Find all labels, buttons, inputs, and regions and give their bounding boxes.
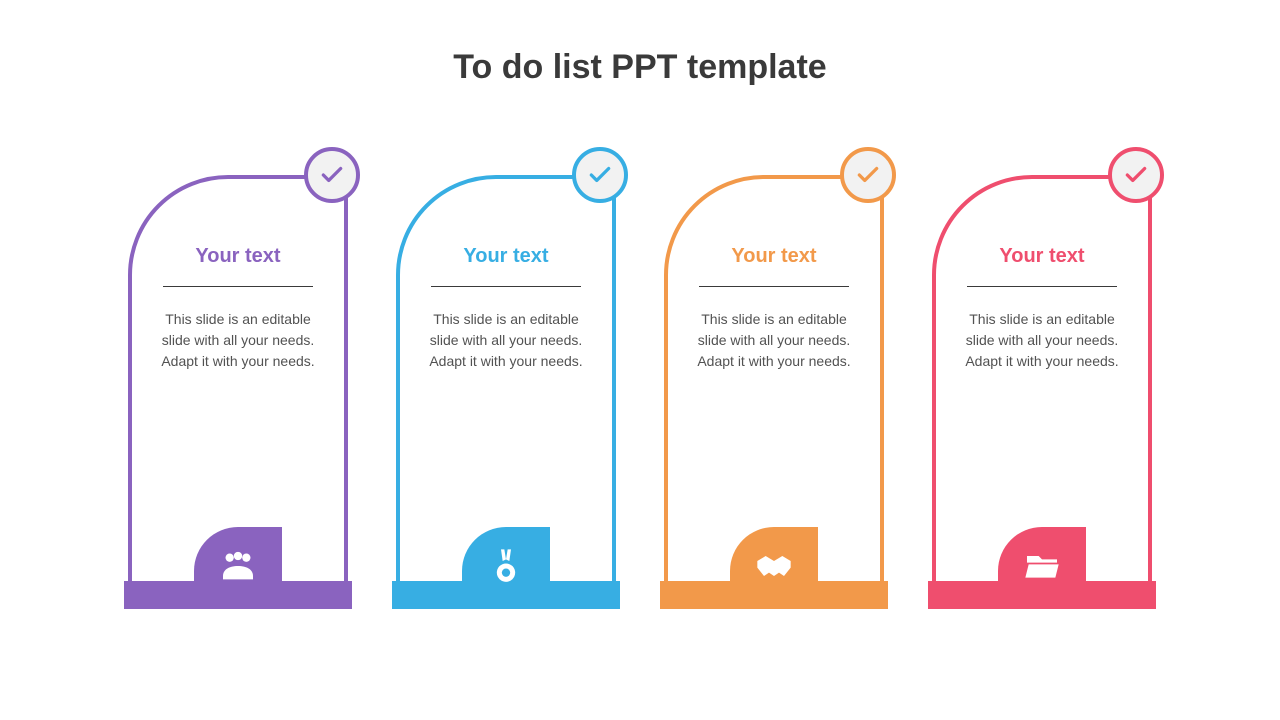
card: Your text This slide is an editable slid… [128, 175, 348, 605]
card: Your text This slide is an editable slid… [664, 175, 884, 605]
divider [967, 286, 1117, 287]
divider [431, 286, 581, 287]
card-body: This slide is an editable slide with all… [150, 309, 326, 372]
card: Your text This slide is an editable slid… [396, 175, 616, 605]
page-title: To do list PPT template [0, 0, 1280, 87]
card-heading: Your text [954, 245, 1130, 268]
card-body: This slide is an editable slide with all… [686, 309, 862, 372]
card-heading: Your text [686, 245, 862, 268]
divider [163, 286, 313, 287]
card-heading: Your text [418, 245, 594, 268]
handshake-icon [730, 527, 818, 605]
folder-icon [998, 527, 1086, 605]
card-body: This slide is an editable slide with all… [954, 309, 1130, 372]
people-icon [194, 527, 282, 605]
card-body: This slide is an editable slide with all… [418, 309, 594, 372]
divider [699, 286, 849, 287]
card: Your text This slide is an editable slid… [932, 175, 1152, 605]
card-row: Your text This slide is an editable slid… [0, 175, 1280, 605]
medal-icon [462, 527, 550, 605]
card-heading: Your text [150, 245, 326, 268]
